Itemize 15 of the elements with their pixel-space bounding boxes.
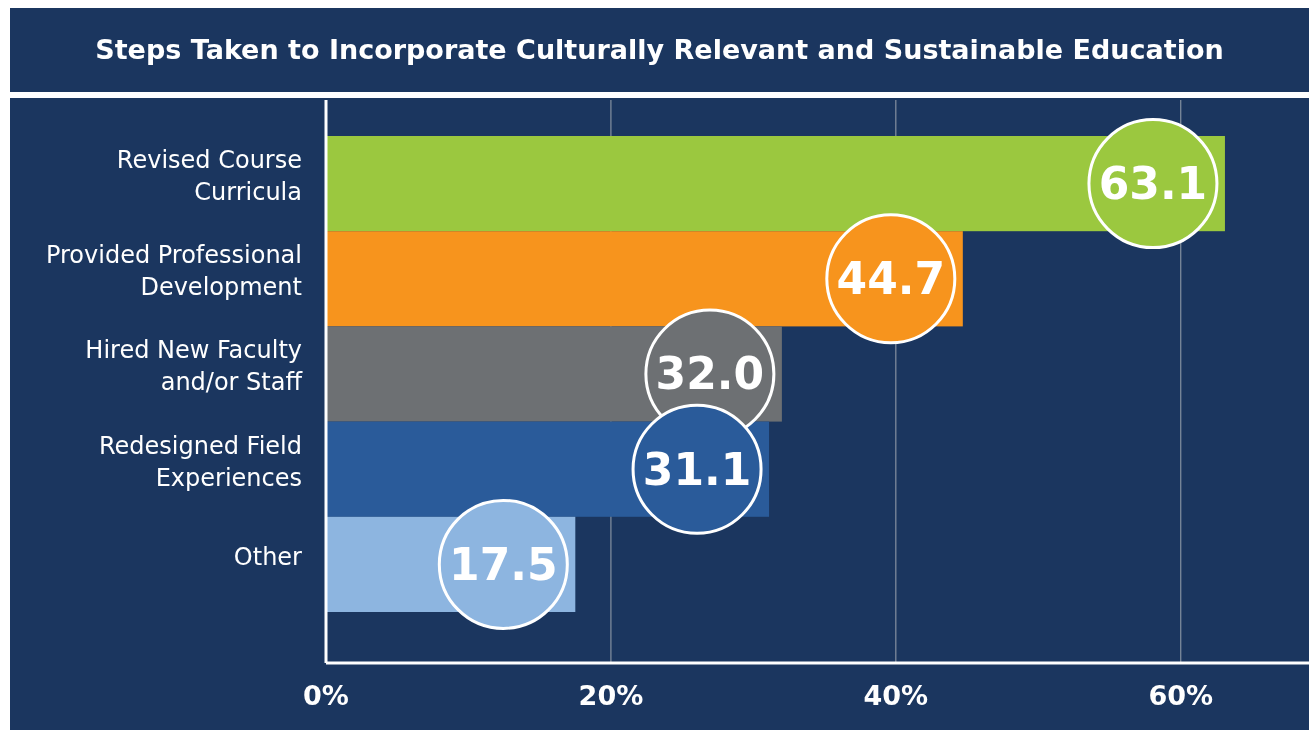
- y-tick-label: Provided Professional Development: [45, 241, 302, 302]
- x-tick-label: 40%: [863, 680, 929, 712]
- x-tick-label: 60%: [1148, 680, 1214, 712]
- y-tick-label: Other: [233, 542, 303, 571]
- y-tick-label: Revised Course Curricula: [116, 146, 302, 206]
- y-tick-label: Redesigned Field Experiences: [98, 431, 302, 492]
- data-label: 63.1: [1098, 158, 1208, 209]
- chart-title: Steps Taken to Incorporate Culturally Relevant and Sustainable Education: [95, 34, 1224, 66]
- x-tick-label: 0%: [303, 680, 349, 712]
- x-tick-label: 20%: [578, 680, 644, 712]
- data-label: 31.1: [642, 443, 752, 495]
- data-label: 44.7: [836, 253, 946, 305]
- data-label: 17.5: [449, 538, 558, 590]
- y-tick-label: Hired New Faculty and/or Staff: [85, 336, 303, 397]
- data-label: 32.0: [655, 348, 765, 400]
